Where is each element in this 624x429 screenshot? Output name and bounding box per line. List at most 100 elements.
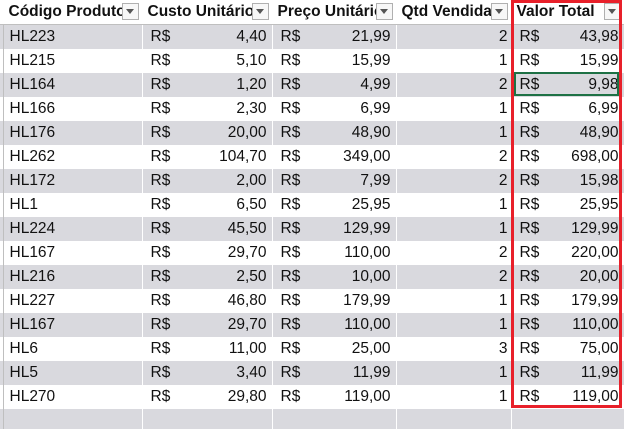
cell-valor[interactable]: R$ 179,99 <box>511 289 624 313</box>
cell-valor[interactable]: R$ 6,99 <box>511 97 624 121</box>
cell-codigo[interactable]: HL166 <box>3 97 143 121</box>
cell-codigo[interactable]: HL5 <box>3 361 143 385</box>
cell-codigo[interactable]: HL216 <box>3 265 143 289</box>
cell-preco[interactable]: R$ 119,00 <box>272 385 397 409</box>
cell-preco[interactable]: R$ 179,99 <box>272 289 397 313</box>
cell-preco[interactable]: R$ 349,00 <box>272 145 397 169</box>
cell-qtd[interactable]: 3 <box>396 337 512 361</box>
cell-qtd[interactable]: 2 <box>396 24 512 49</box>
filter-dropdown-icon[interactable] <box>251 3 269 20</box>
table-row: HL270 R$ 29,80 R$ 119,00 1 R$ 119,00 <box>0 385 624 409</box>
table-row: HL262 R$ 104,70 R$ 349,00 2 R$ 698,00 <box>0 145 624 169</box>
cell-preco[interactable]: R$ 21,99 <box>272 24 397 49</box>
cell-custo[interactable]: R$ 6,50 <box>142 193 273 217</box>
column-header-label: Qtd Vendida <box>401 3 492 20</box>
column-header-custo[interactable]: Custo Unitário <box>142 0 273 25</box>
currency-symbol: R$ <box>519 244 540 261</box>
cell-valor[interactable]: R$ 48,90 <box>511 121 624 145</box>
cell-codigo[interactable]: HL6 <box>3 337 143 361</box>
filter-dropdown-icon[interactable] <box>375 3 393 20</box>
column-header-preco[interactable]: Preço Unitário <box>272 0 397 25</box>
cell-codigo[interactable]: HL227 <box>3 289 143 313</box>
cell-preco[interactable]: R$ 11,99 <box>272 361 397 385</box>
cell-valor[interactable]: R$ 20,00 <box>511 265 624 289</box>
cell-custo[interactable]: R$ 2,50 <box>142 265 273 289</box>
cell-valor[interactable]: R$ 698,00 <box>511 145 624 169</box>
cell-qtd[interactable]: 2 <box>396 73 512 97</box>
cell-codigo[interactable]: HL262 <box>3 145 143 169</box>
cell-valor[interactable]: R$ 129,99 <box>511 217 624 241</box>
column-header-codigo[interactable]: Código Produto <box>3 0 143 25</box>
cell-value: 179,99 <box>343 292 391 309</box>
cell-valor[interactable]: R$ 220,00 <box>511 241 624 265</box>
cell-custo[interactable]: R$ 104,70 <box>142 145 273 169</box>
cell-qtd[interactable]: 1 <box>396 49 512 73</box>
filter-dropdown-icon[interactable] <box>121 3 139 20</box>
cell-custo[interactable]: R$ 1,20 <box>142 73 273 97</box>
cell-preco[interactable]: R$ 7,99 <box>272 169 397 193</box>
cell-custo[interactable]: R$ 29,80 <box>142 385 273 409</box>
cell-valor[interactable]: R$ 75,00 <box>511 337 624 361</box>
cell-qtd[interactable]: 1 <box>396 121 512 145</box>
cell-custo[interactable]: R$ 5,10 <box>142 49 273 73</box>
cell-preco[interactable]: R$ 4,99 <box>272 73 397 97</box>
cell-codigo[interactable]: HL164 <box>3 73 143 97</box>
cell-codigo[interactable]: HL215 <box>3 49 143 73</box>
cell-codigo[interactable]: HL167 <box>3 313 143 337</box>
cell-codigo[interactable]: HL167 <box>3 241 143 265</box>
column-header-valor[interactable]: Valor Total <box>511 0 624 25</box>
cell-custo[interactable]: R$ 11,00 <box>142 337 273 361</box>
cell-valor[interactable]: R$ 15,99 <box>511 49 624 73</box>
cell-custo[interactable]: R$ 3,40 <box>142 361 273 385</box>
cell-valor[interactable]: R$ 110,00 <box>511 313 624 337</box>
cell-custo[interactable]: R$ 2,00 <box>142 169 273 193</box>
cell-preco[interactable]: R$ 15,99 <box>272 49 397 73</box>
cell-qtd[interactable]: 1 <box>396 289 512 313</box>
cell-valor[interactable]: R$ 15,98 <box>511 169 624 193</box>
cell-valor[interactable]: R$ 119,00 <box>511 385 624 409</box>
cell-value: 9,98 <box>588 76 619 93</box>
cell-custo[interactable]: R$ 2,30 <box>142 97 273 121</box>
cell-qtd[interactable]: 1 <box>396 313 512 337</box>
cell-preco[interactable]: R$ 48,90 <box>272 121 397 145</box>
cell-preco[interactable]: R$ 110,00 <box>272 313 397 337</box>
cell-codigo[interactable]: HL176 <box>3 121 143 145</box>
cell-qtd[interactable]: 2 <box>396 145 512 169</box>
cell-custo[interactable]: R$ 29,70 <box>142 241 273 265</box>
cell-valor[interactable]: R$ 25,95 <box>511 193 624 217</box>
cell-qtd[interactable]: 2 <box>396 169 512 193</box>
cell-valor[interactable]: R$ 43,98 <box>511 24 624 49</box>
cell-qtd[interactable]: 1 <box>396 193 512 217</box>
cell-qtd[interactable]: 1 <box>396 97 512 121</box>
cell-value: 349,00 <box>343 148 391 165</box>
cell-codigo[interactable]: HL223 <box>3 24 143 49</box>
cell-custo[interactable]: R$ 4,40 <box>142 24 273 49</box>
cell-codigo[interactable]: HL270 <box>3 385 143 409</box>
cell-custo[interactable]: R$ 45,50 <box>142 217 273 241</box>
cell-preco[interactable]: R$ 25,95 <box>272 193 397 217</box>
column-header-qtd[interactable]: Qtd Vendida <box>396 0 512 25</box>
cell-custo[interactable]: R$ 46,80 <box>142 289 273 313</box>
cell-qtd[interactable]: 1 <box>396 385 512 409</box>
currency-symbol: R$ <box>280 124 301 141</box>
cell-preco[interactable]: R$ 25,00 <box>272 337 397 361</box>
cell-valor[interactable]: R$ 9,98 <box>511 73 624 97</box>
cell-value: 29,70 <box>227 244 267 261</box>
cell-preco[interactable]: R$ 110,00 <box>272 241 397 265</box>
cell-codigo[interactable]: HL1 <box>3 193 143 217</box>
currency-symbol: R$ <box>280 52 301 69</box>
cell-preco[interactable]: R$ 129,99 <box>272 217 397 241</box>
cell-custo[interactable]: R$ 20,00 <box>142 121 273 145</box>
cell-custo[interactable]: R$ 29,70 <box>142 313 273 337</box>
cell-codigo[interactable]: HL172 <box>3 169 143 193</box>
cell-qtd[interactable]: 2 <box>396 241 512 265</box>
cell-preco[interactable]: R$ 10,00 <box>272 265 397 289</box>
cell-valor[interactable]: R$ 11,99 <box>511 361 624 385</box>
cell-codigo[interactable]: HL224 <box>3 217 143 241</box>
cell-qtd[interactable]: 1 <box>396 361 512 385</box>
cell-preco[interactable]: R$ 6,99 <box>272 97 397 121</box>
cell-qtd[interactable]: 1 <box>396 217 512 241</box>
cell-qtd[interactable]: 2 <box>396 265 512 289</box>
filter-dropdown-icon[interactable] <box>490 3 508 20</box>
filter-dropdown-icon[interactable] <box>603 3 621 20</box>
